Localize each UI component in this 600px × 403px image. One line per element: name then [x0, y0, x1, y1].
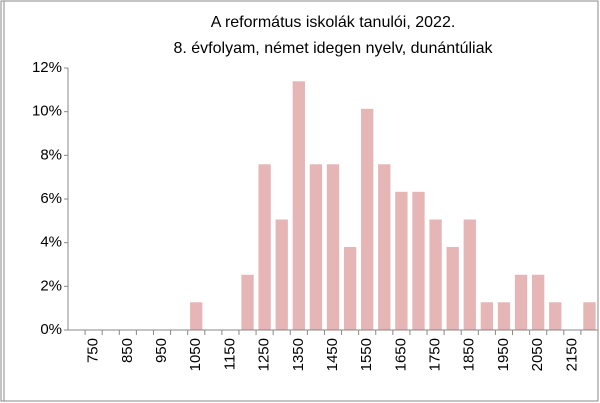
bar	[378, 164, 391, 330]
chart-subtitle: 8. évfolyam, német idegen nyelv, dunántú…	[173, 40, 493, 57]
bar	[514, 274, 528, 330]
x-tick-label: 1050	[187, 338, 204, 371]
chart-title: A református iskolák tanulói, 2022.	[211, 14, 456, 31]
bar	[309, 164, 323, 330]
x-tick-label: 750	[85, 338, 102, 363]
bar	[326, 164, 340, 330]
x-tick-label: 1250	[256, 338, 273, 371]
bar	[480, 302, 494, 330]
x-tick-label: 950	[153, 338, 170, 363]
x-tick-label: 1550	[358, 338, 375, 371]
bar	[361, 108, 374, 330]
x-tick-label: 1650	[392, 338, 409, 371]
bar	[497, 302, 511, 330]
x-tick-label: 1850	[461, 338, 478, 371]
x-tick-label: 1750	[427, 338, 444, 371]
bar	[532, 274, 545, 330]
y-tick-label: 2%	[40, 277, 62, 294]
x-tick-label: 1450	[324, 338, 341, 371]
bar	[258, 164, 271, 330]
bar	[395, 191, 408, 330]
bar	[549, 302, 562, 330]
bar	[241, 274, 254, 330]
bar	[343, 247, 357, 330]
bar	[292, 81, 305, 331]
bar	[463, 219, 476, 330]
y-tick-label: 8%	[40, 146, 62, 163]
x-tick-label: 850	[119, 338, 136, 363]
y-tick-label: 12%	[32, 59, 62, 76]
bar	[583, 302, 596, 330]
x-tick-label: 2150	[563, 338, 580, 371]
x-tick-label: 1150	[221, 338, 238, 370]
y-tick-label: 10%	[32, 103, 62, 120]
bar	[446, 247, 459, 330]
x-tick-label: 1950	[495, 338, 512, 371]
y-tick-label: 4%	[40, 234, 62, 251]
bar	[190, 302, 203, 330]
x-tick-label: 2050	[529, 338, 546, 371]
y-tick-label: 6%	[40, 190, 62, 207]
y-tick-label: 0%	[40, 321, 62, 338]
bar	[412, 191, 425, 330]
bar	[275, 219, 288, 330]
bar	[429, 219, 442, 330]
x-tick-label: 1350	[290, 338, 307, 371]
